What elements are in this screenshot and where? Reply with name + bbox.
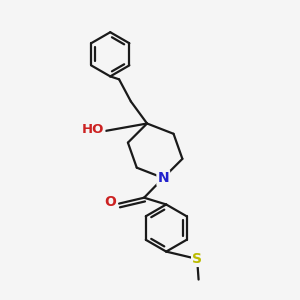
Text: O: O: [104, 195, 116, 209]
Text: HO: HO: [82, 123, 104, 136]
Text: S: S: [192, 252, 202, 266]
Text: N: N: [158, 171, 169, 185]
